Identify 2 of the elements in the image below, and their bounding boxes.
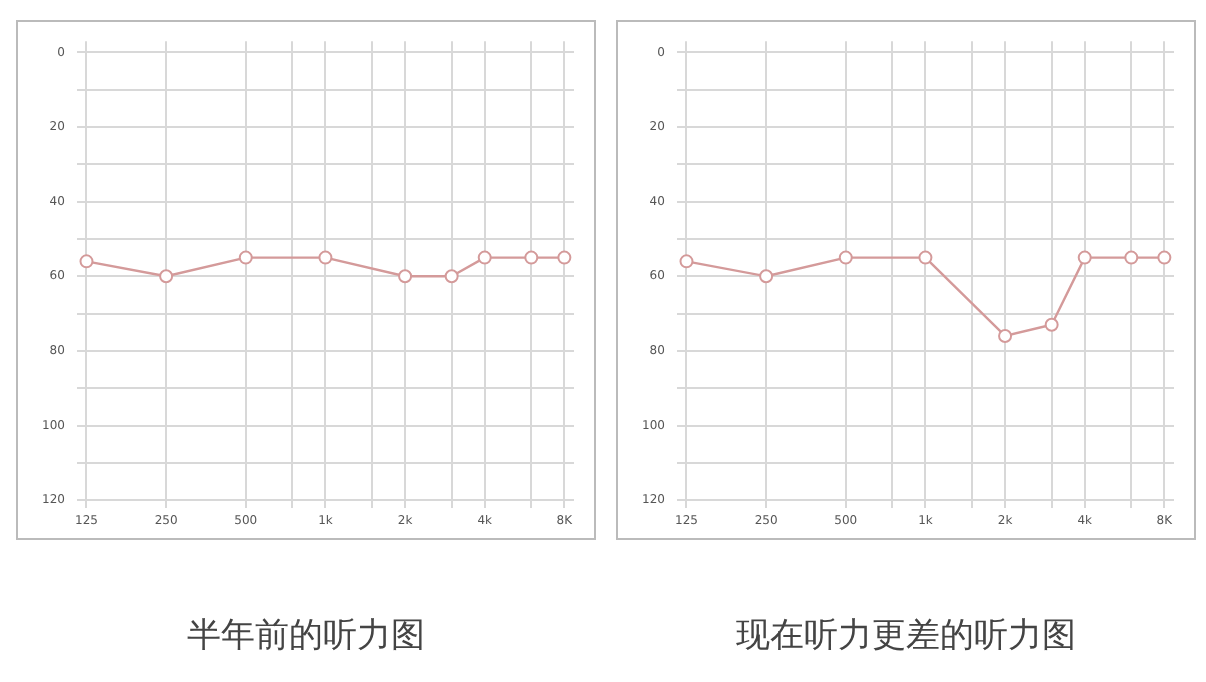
text: 现在听力更差的听力图	[734, 614, 1078, 658]
text: 半年前的听力图	[185, 614, 427, 658]
